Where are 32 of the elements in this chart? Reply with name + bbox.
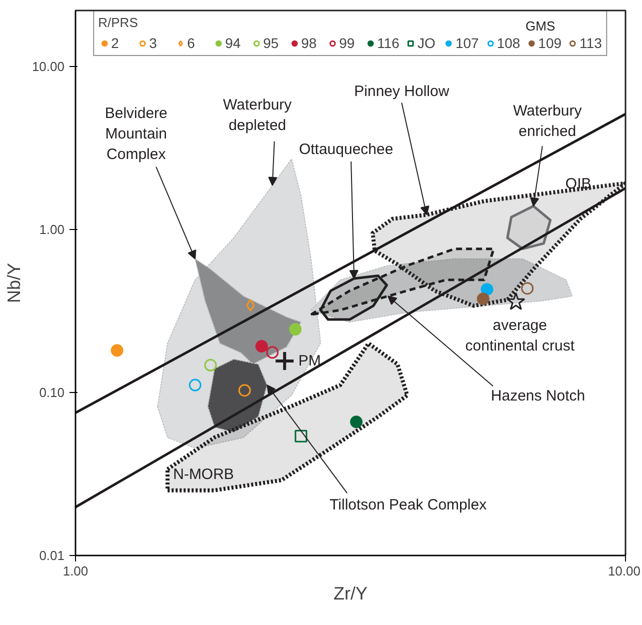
legend-label: 109: [538, 35, 562, 51]
annotation: PM: [298, 352, 321, 370]
annotation: Pinney Hollow: [354, 83, 450, 100]
annotation: average continental crust: [465, 317, 576, 355]
y-tick-label: 0.01: [39, 548, 65, 563]
y-tick-label: 1.00: [39, 222, 65, 237]
y-axis-title: Nb/Y: [4, 262, 24, 304]
legend-label: 94: [225, 35, 242, 51]
legend-label: 107: [455, 35, 479, 51]
legend-title: R/PRS: [98, 15, 138, 30]
legend-label: 3: [149, 35, 158, 51]
x-axis-title: Zr/Y: [334, 584, 368, 604]
annotation: Waterbury enriched: [513, 102, 582, 140]
annotation: Hazens Notch: [490, 388, 586, 405]
annotation: OIB: [565, 176, 592, 193]
legend-label: 116: [377, 35, 400, 51]
annotation: N-MORB: [173, 466, 234, 483]
y-tick-label: 10.00: [32, 58, 65, 74]
annotation: GMS: [526, 18, 556, 34]
legend-label: 113: [580, 35, 602, 51]
annotation: Ottauquechee: [298, 140, 394, 158]
legend-label: JO: [417, 35, 436, 51]
y-tick-label: 0.10: [39, 384, 65, 400]
legend-label: 95: [263, 35, 280, 51]
legend-label: 2: [111, 35, 120, 51]
legend-label: 99: [339, 35, 356, 51]
legend-label: 98: [301, 35, 318, 51]
annotation: Belvidere Mountain Complex: [104, 105, 168, 163]
annotation: Tillotson Peak Complex: [330, 496, 488, 514]
annotation: Waterbury depleted: [223, 96, 292, 134]
legend-label: 6: [187, 35, 196, 51]
legend-label: 108: [496, 35, 520, 51]
